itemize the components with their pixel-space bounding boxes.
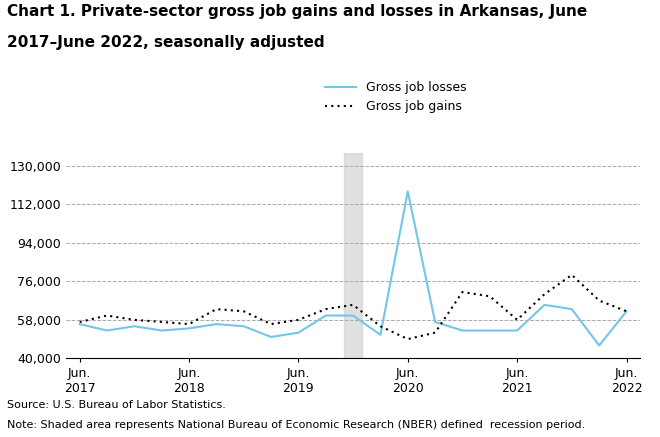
Gross job gains (541, 291, 548, 297)
Gross job losses (349, 313, 357, 318)
Gross job losses (294, 330, 302, 335)
Gross job losses (103, 328, 111, 333)
Gross job losses (541, 302, 548, 308)
Gross job gains (622, 309, 630, 314)
Gross job gains (267, 322, 275, 327)
Gross job losses (431, 319, 439, 325)
Gross job losses (622, 309, 630, 314)
Gross job losses (131, 324, 139, 329)
Line: Gross job losses: Gross job losses (80, 191, 626, 346)
Gross job losses (185, 326, 193, 331)
Bar (344, 153, 362, 358)
Gross job gains (158, 319, 166, 325)
Gross job gains (568, 272, 576, 277)
Gross job gains (76, 319, 84, 325)
Gross job losses (376, 332, 384, 337)
Gross job losses (568, 306, 576, 312)
Gross job losses (404, 189, 412, 194)
Gross job losses (240, 324, 248, 329)
Line: Gross job gains: Gross job gains (80, 275, 626, 339)
Gross job gains (131, 317, 139, 323)
Gross job gains (185, 322, 193, 327)
Gross job gains (459, 289, 467, 295)
Gross job gains (322, 306, 330, 312)
Gross job losses (213, 322, 220, 327)
Gross job losses (513, 328, 521, 333)
Gross job losses (322, 313, 330, 318)
Gross job gains (240, 309, 248, 314)
Gross job gains (103, 313, 111, 318)
Gross job gains (213, 306, 220, 312)
Gross job losses (459, 328, 467, 333)
Gross job losses (76, 322, 84, 327)
Gross job losses (158, 328, 166, 333)
Legend: Gross job losses, Gross job gains: Gross job losses, Gross job gains (320, 76, 472, 118)
Gross job losses (486, 328, 494, 333)
Text: Note: Shaded area represents National Bureau of Economic Research (NBER) defined: Note: Shaded area represents National Bu… (7, 420, 585, 430)
Gross job gains (486, 294, 494, 299)
Gross job gains (349, 302, 357, 308)
Gross job gains (513, 317, 521, 323)
Text: Source: U.S. Bureau of Labor Statistics.: Source: U.S. Bureau of Labor Statistics. (7, 400, 226, 410)
Text: Chart 1. Private-sector gross job gains and losses in Arkansas, June: Chart 1. Private-sector gross job gains … (7, 4, 587, 19)
Gross job gains (294, 317, 302, 323)
Gross job gains (376, 324, 384, 329)
Gross job gains (431, 330, 439, 335)
Gross job losses (595, 343, 603, 348)
Gross job losses (267, 334, 275, 340)
Text: 2017–June 2022, seasonally adjusted: 2017–June 2022, seasonally adjusted (7, 35, 324, 50)
Gross job gains (404, 336, 412, 342)
Gross job gains (595, 298, 603, 303)
